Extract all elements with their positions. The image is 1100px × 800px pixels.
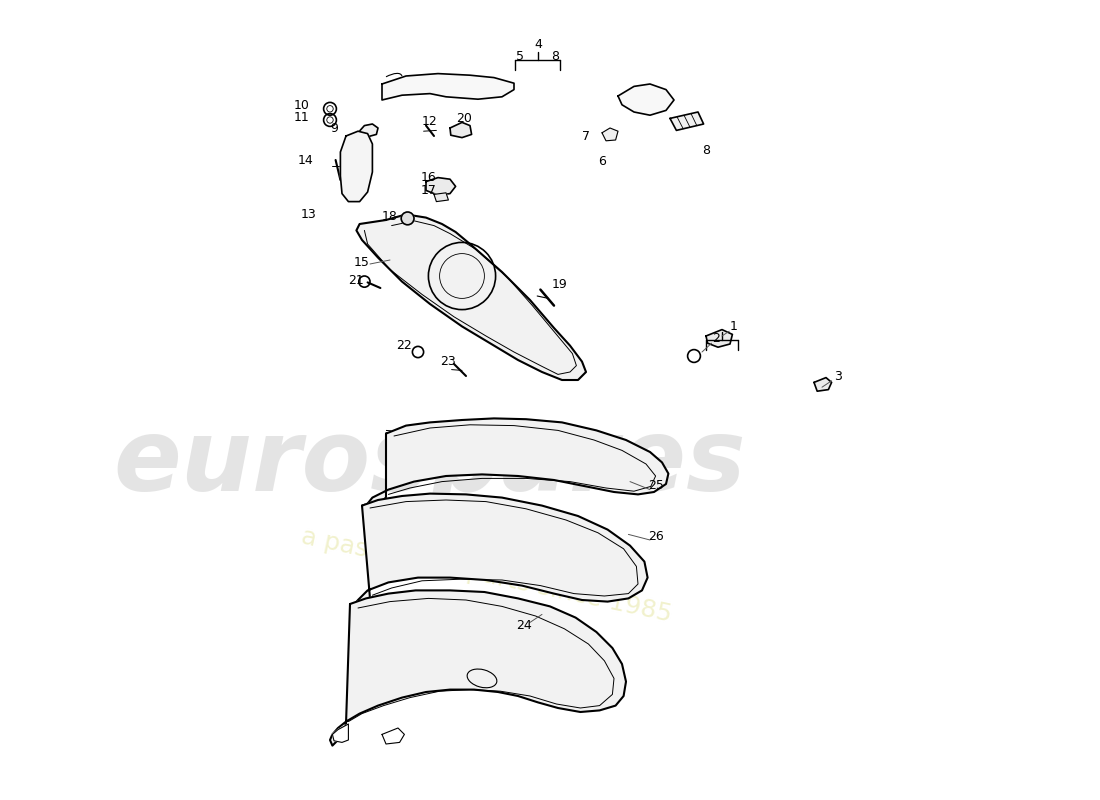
Text: 23: 23 [440,355,455,368]
Text: 26: 26 [648,530,663,542]
Polygon shape [814,378,832,391]
Text: a passion for parts since 1985: a passion for parts since 1985 [298,525,673,627]
Polygon shape [706,330,733,347]
Ellipse shape [468,669,497,688]
Polygon shape [450,122,472,138]
Polygon shape [356,214,586,380]
Text: 22: 22 [396,339,412,352]
Text: 17: 17 [420,184,437,197]
Polygon shape [350,494,648,622]
Polygon shape [382,74,514,100]
Text: 6: 6 [598,155,606,168]
Text: 14: 14 [298,154,314,166]
Text: 3: 3 [834,370,842,382]
Text: 10: 10 [294,99,310,112]
Text: 19: 19 [552,278,568,290]
Text: 16: 16 [420,171,437,184]
Text: eurospares: eurospares [113,415,746,513]
Polygon shape [382,728,405,744]
Text: 8: 8 [702,144,710,157]
Polygon shape [434,193,449,202]
Circle shape [402,212,414,225]
Text: 4: 4 [535,38,542,50]
Polygon shape [358,124,378,137]
Polygon shape [426,178,455,195]
Text: 25: 25 [648,479,663,492]
Text: 8: 8 [551,50,559,62]
Polygon shape [618,84,674,115]
Text: 13: 13 [300,208,317,221]
Text: 21: 21 [349,274,364,286]
Text: 18: 18 [382,210,398,222]
Text: 5: 5 [516,50,525,62]
Text: 24: 24 [517,619,532,632]
Polygon shape [340,131,373,202]
Text: 1: 1 [730,320,738,333]
Polygon shape [332,724,349,742]
Text: 9: 9 [330,122,338,134]
Text: 7: 7 [582,130,590,142]
Text: 2: 2 [713,332,721,345]
Polygon shape [330,590,626,746]
Text: 20: 20 [455,112,472,125]
Polygon shape [366,418,669,520]
Text: 15: 15 [354,256,370,269]
Text: 11: 11 [294,111,310,124]
Polygon shape [602,128,618,141]
Polygon shape [670,112,704,130]
Text: 12: 12 [422,115,438,128]
